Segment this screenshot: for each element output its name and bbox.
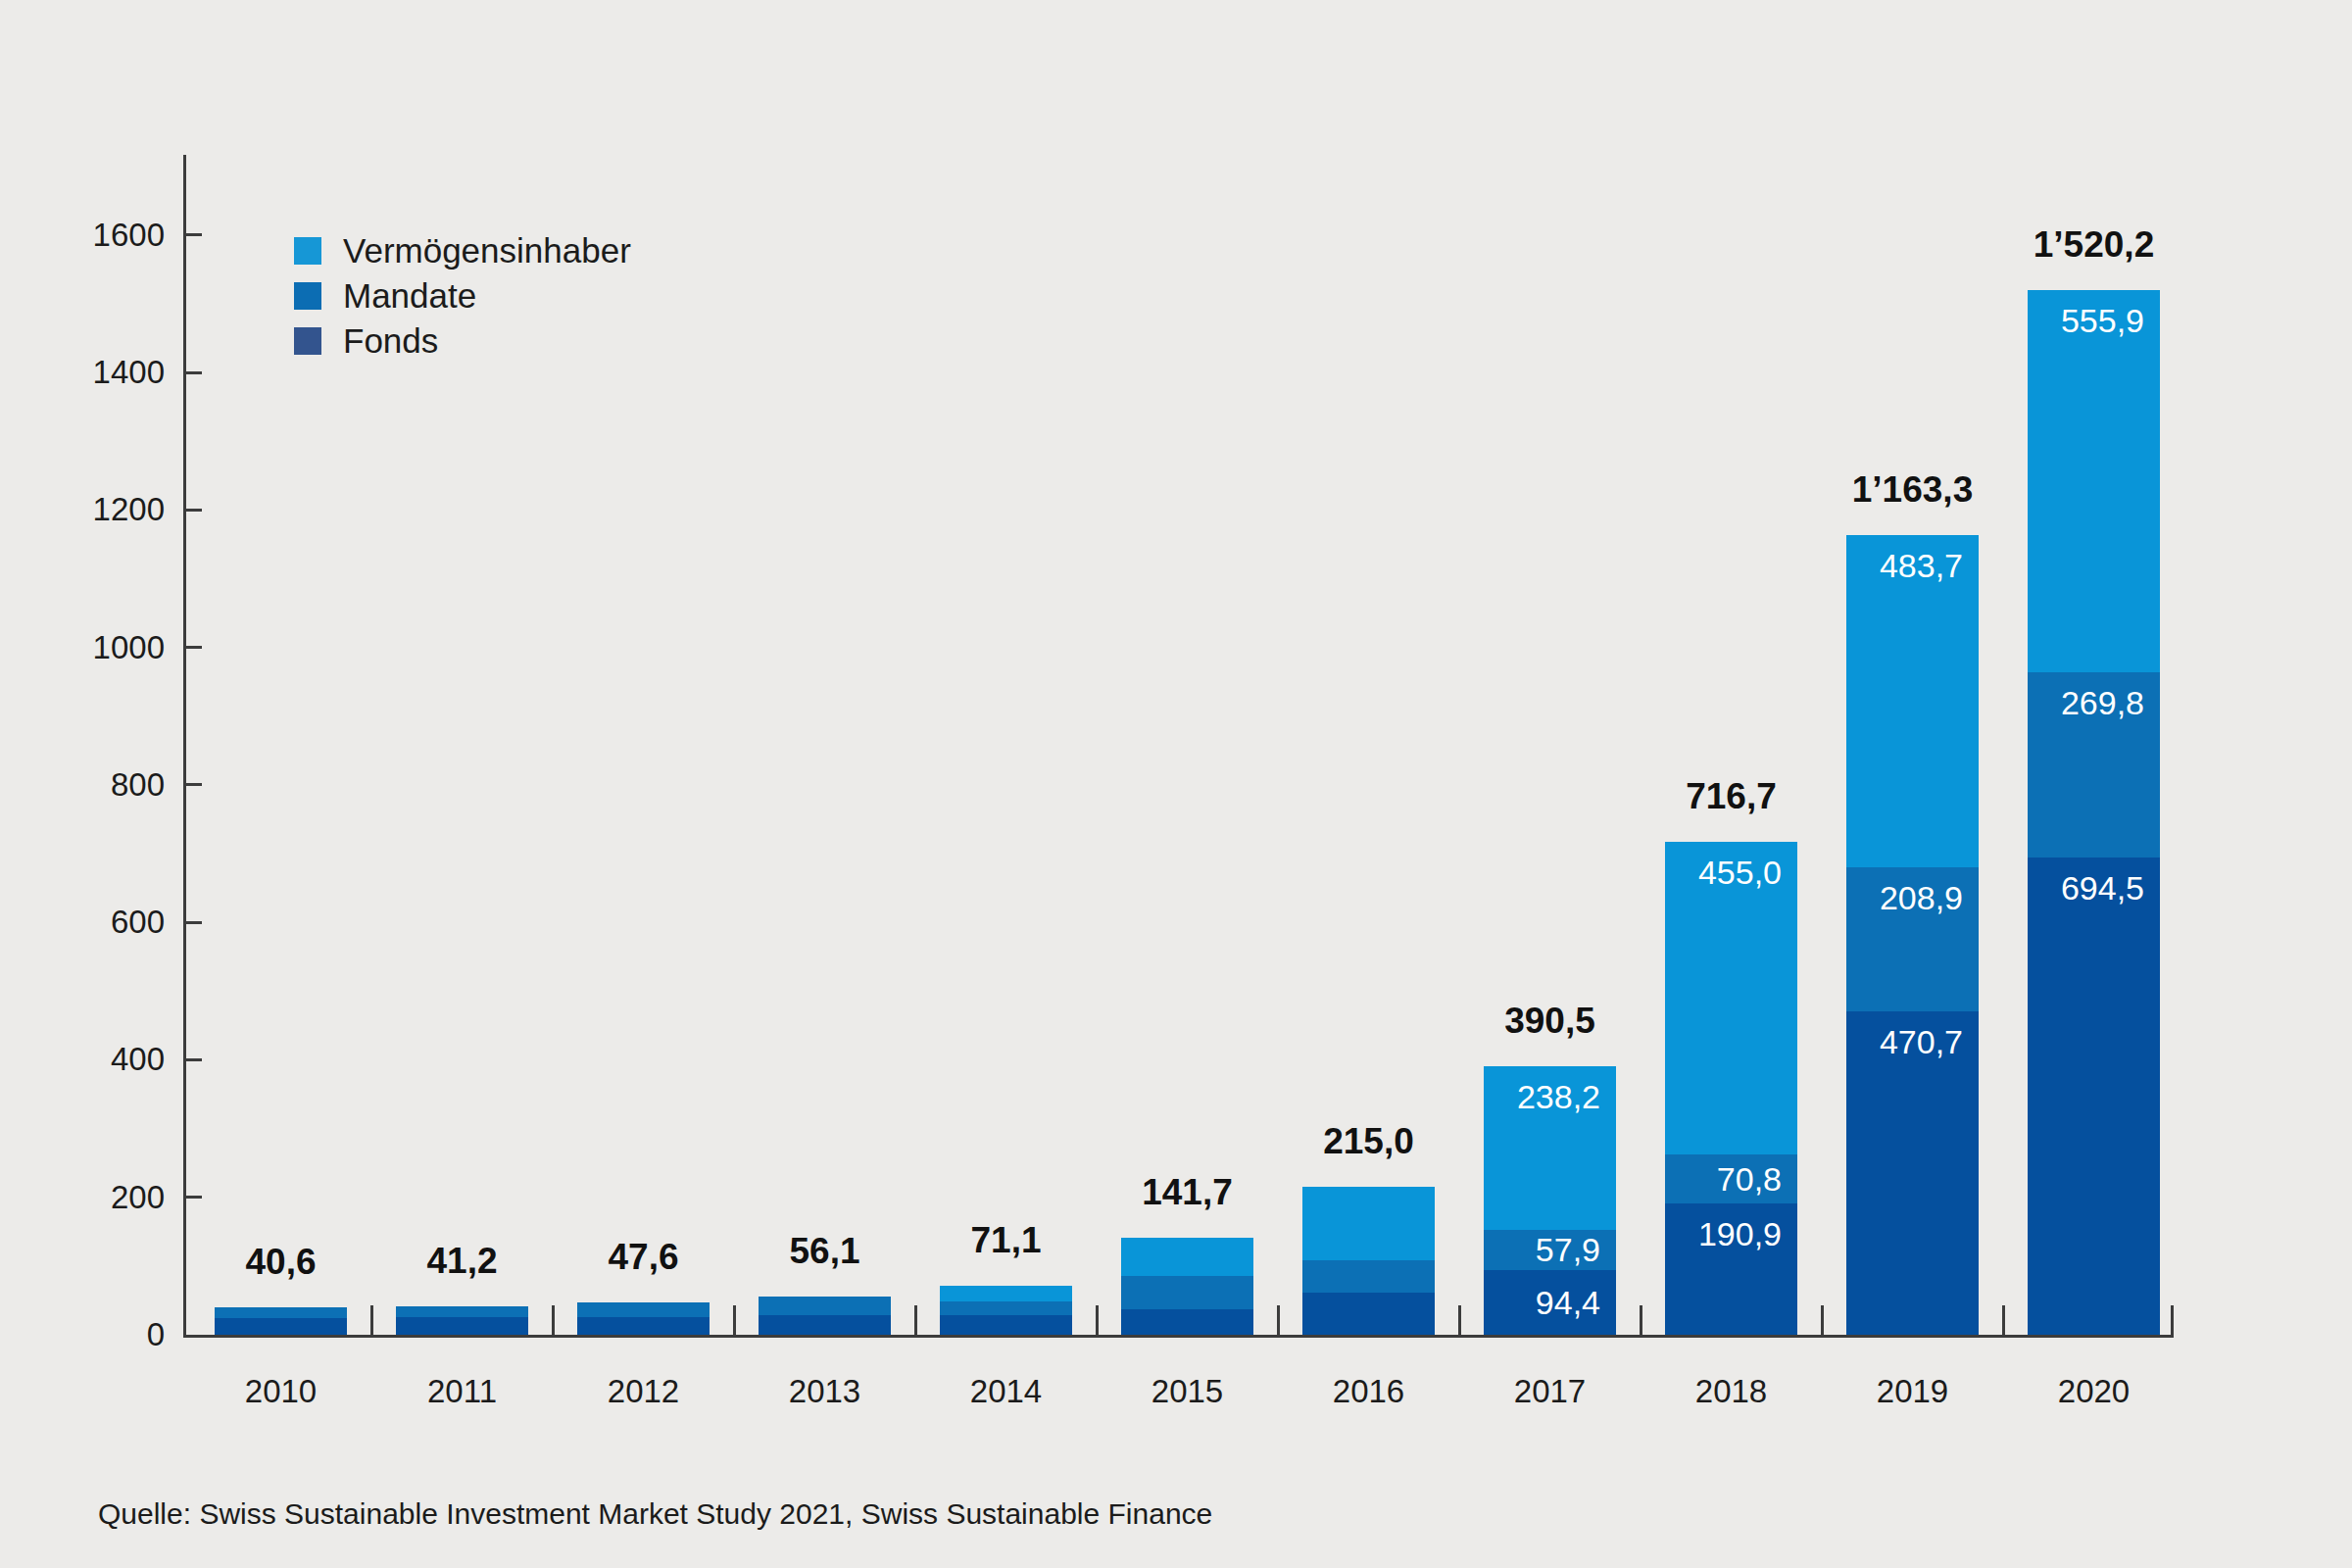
x-year-label-2018: 2018 bbox=[1641, 1372, 1822, 1411]
y-tick-label: 1000 bbox=[37, 628, 165, 667]
segment-value-label: 555,9 bbox=[2028, 302, 2144, 339]
x-year-label-2019: 2019 bbox=[1822, 1372, 2003, 1411]
segment-value-label: 483,7 bbox=[1846, 547, 1963, 584]
bar-segment-2012-fonds bbox=[577, 1317, 710, 1335]
fonds-legend-label: Fonds bbox=[343, 321, 438, 361]
y-tick bbox=[186, 1058, 202, 1061]
y-tick-label: 800 bbox=[37, 765, 165, 805]
bar-total-label: 71,1 bbox=[859, 1221, 1153, 1260]
bar-total-label: 1’163,3 bbox=[1766, 470, 2060, 510]
legend-item-mandate: Mandate bbox=[294, 276, 476, 316]
vermoegensinhaber-legend-swatch bbox=[294, 237, 321, 265]
y-tick-label: 1200 bbox=[37, 490, 165, 529]
bar-segment-2013-fonds bbox=[759, 1315, 891, 1335]
y-tick bbox=[186, 233, 202, 236]
x-category-tick bbox=[2002, 1305, 2005, 1335]
bar-segment-2012-mandate bbox=[577, 1302, 710, 1317]
bar-total-label: 716,7 bbox=[1585, 777, 1879, 816]
y-tick bbox=[186, 646, 202, 649]
y-tick-label: 0 bbox=[37, 1315, 165, 1354]
segment-value-label: 238,2 bbox=[1484, 1078, 1600, 1115]
y-tick-label: 600 bbox=[37, 903, 165, 942]
x-year-label-2012: 2012 bbox=[553, 1372, 734, 1411]
source-note: Quelle: Swiss Sustainable Investment Mar… bbox=[98, 1495, 1212, 1533]
x-category-tick bbox=[370, 1305, 373, 1335]
bar-segment-2010-fonds bbox=[215, 1318, 347, 1335]
chart-canvas: 0200400600800100012001400160040,6201041,… bbox=[0, 0, 2352, 1568]
y-tick bbox=[186, 921, 202, 924]
mandate-legend-label: Mandate bbox=[343, 276, 476, 316]
segment-value-label: 269,8 bbox=[2028, 684, 2144, 721]
bar-segment-2015-fonds bbox=[1121, 1309, 1253, 1335]
y-axis-line bbox=[183, 155, 186, 1338]
segment-value-label: 94,4 bbox=[1484, 1284, 1600, 1321]
x-category-tick bbox=[1821, 1305, 1824, 1335]
x-category-tick bbox=[1277, 1305, 1280, 1335]
x-year-label-2017: 2017 bbox=[1459, 1372, 1641, 1411]
y-tick bbox=[186, 371, 202, 374]
x-year-label-2011: 2011 bbox=[371, 1372, 553, 1411]
x-year-label-2014: 2014 bbox=[915, 1372, 1097, 1411]
bar-segment-2011-fonds bbox=[396, 1317, 528, 1335]
bar-total-label: 390,5 bbox=[1403, 1002, 1697, 1041]
x-year-label-2013: 2013 bbox=[734, 1372, 915, 1411]
x-category-tick bbox=[1458, 1305, 1461, 1335]
segment-value-label: 470,7 bbox=[1846, 1023, 1963, 1060]
x-year-label-2016: 2016 bbox=[1278, 1372, 1459, 1411]
bar-segment-2016-mandate bbox=[1302, 1260, 1435, 1293]
y-tick-label: 1600 bbox=[37, 216, 165, 255]
vermoegensinhaber-legend-label: Vermögensinhaber bbox=[343, 231, 631, 270]
segment-value-label: 190,9 bbox=[1665, 1215, 1782, 1252]
x-category-tick bbox=[914, 1305, 917, 1335]
y-tick bbox=[186, 783, 202, 786]
bar-total-label: 141,7 bbox=[1041, 1173, 1335, 1212]
x-category-tick bbox=[1096, 1305, 1099, 1335]
y-tick bbox=[186, 509, 202, 512]
bar-total-label: 1’520,2 bbox=[1947, 225, 2241, 265]
bar-segment-2020-vermoegensinhaber bbox=[2028, 290, 2160, 672]
segment-value-label: 70,8 bbox=[1665, 1160, 1782, 1198]
segment-value-label: 57,9 bbox=[1484, 1231, 1600, 1268]
y-tick-label: 400 bbox=[37, 1040, 165, 1079]
x-category-tick bbox=[1640, 1305, 1642, 1335]
legend-item-vermoegensinhaber: Vermögensinhaber bbox=[294, 231, 631, 270]
bar-segment-2013-mandate bbox=[759, 1297, 891, 1315]
bar-segment-2014-vermoegensinhaber bbox=[940, 1286, 1072, 1301]
x-year-label-2015: 2015 bbox=[1097, 1372, 1278, 1411]
x-category-tick bbox=[733, 1305, 736, 1335]
bar-segment-2016-fonds bbox=[1302, 1293, 1435, 1335]
x-year-label-2010: 2010 bbox=[190, 1372, 371, 1411]
bar-segment-2010-mandate bbox=[215, 1307, 347, 1318]
legend-item-fonds: Fonds bbox=[294, 321, 438, 361]
y-tick-label: 1400 bbox=[37, 353, 165, 392]
bar-total-label: 215,0 bbox=[1222, 1122, 1516, 1161]
mandate-legend-swatch bbox=[294, 282, 321, 310]
bar-segment-2015-mandate bbox=[1121, 1276, 1253, 1309]
fonds-legend-swatch bbox=[294, 327, 321, 355]
segment-value-label: 208,9 bbox=[1846, 879, 1963, 916]
segment-value-label: 455,0 bbox=[1665, 854, 1782, 891]
y-tick bbox=[186, 1196, 202, 1199]
bar-segment-2015-vermoegensinhaber bbox=[1121, 1238, 1253, 1276]
bar-segment-2014-fonds bbox=[940, 1315, 1072, 1335]
x-axis-line bbox=[183, 1335, 2174, 1338]
bar-segment-2011-mandate bbox=[396, 1306, 528, 1317]
y-tick-label: 200 bbox=[37, 1178, 165, 1217]
x-category-tick bbox=[552, 1305, 555, 1335]
bar-segment-2014-mandate bbox=[940, 1301, 1072, 1315]
bar-segment-2016-vermoegensinhaber bbox=[1302, 1187, 1435, 1260]
x-category-tick bbox=[2171, 1305, 2174, 1335]
bar-segment-2019-vermoegensinhaber bbox=[1846, 535, 1979, 867]
bar-segment-2020-fonds bbox=[2028, 858, 2160, 1335]
segment-value-label: 694,5 bbox=[2028, 869, 2144, 906]
x-year-label-2020: 2020 bbox=[2003, 1372, 2184, 1411]
